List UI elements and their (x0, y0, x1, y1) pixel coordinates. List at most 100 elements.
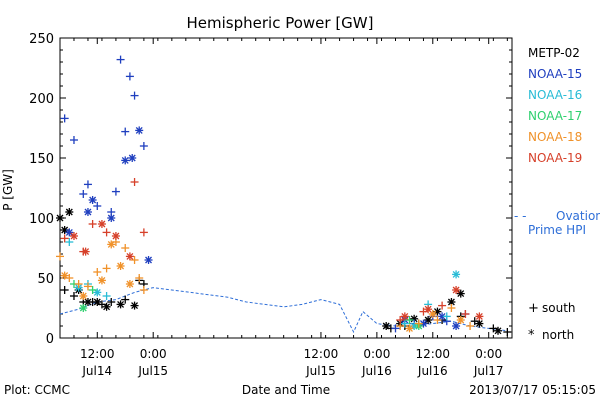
south-marker (139, 142, 148, 150)
marker-stroke (79, 304, 87, 312)
south-marker (60, 114, 69, 123)
ovation-line (59, 287, 508, 334)
south-marker (121, 127, 130, 136)
south-marker (102, 292, 111, 300)
south-marker (60, 286, 69, 294)
south-marker (60, 234, 69, 243)
south-marker (130, 91, 139, 100)
marker-stroke (117, 300, 125, 308)
x-tick-label-date: Jul16 (417, 364, 448, 378)
south-marker (139, 286, 148, 294)
marker-stroke (438, 312, 446, 320)
chart-title: Hemispheric Power [GW] (187, 14, 374, 32)
marker-stroke (447, 298, 455, 306)
marker-stroke (410, 315, 418, 323)
south-marker (400, 319, 409, 328)
south-marker (88, 220, 97, 228)
north-marker (405, 324, 414, 333)
south-marker (83, 180, 92, 189)
legend-marker-symbol: * (528, 328, 535, 343)
y-axis-label: P [GW] (1, 169, 15, 211)
south-marker (461, 310, 470, 318)
north-marker (116, 262, 125, 270)
ovation-series (59, 287, 508, 334)
north-marker (125, 280, 134, 288)
north-marker (452, 286, 461, 294)
south-marker (65, 238, 74, 246)
legend-entry: NOAA-18 (528, 130, 582, 144)
plot-frame (59, 37, 513, 339)
marker-stroke (382, 322, 390, 330)
north-marker (60, 271, 69, 280)
north-marker (97, 276, 106, 285)
marker-stroke (107, 214, 115, 222)
south-marker (442, 312, 451, 321)
legend-ovation-line2: Prime HPI (528, 223, 586, 237)
marker-stroke (475, 320, 483, 328)
north-marker (400, 312, 409, 321)
marker-stroke (82, 248, 90, 256)
marker-stroke (117, 262, 125, 270)
data-markers (56, 55, 512, 336)
north-marker (97, 220, 106, 228)
south-marker (111, 187, 120, 196)
marker-stroke (65, 228, 73, 236)
x-tick-label-date: Jul14 (81, 364, 112, 378)
x-tick-label-time: 0:00 (363, 347, 390, 361)
south-marker (107, 298, 116, 306)
south-marker (130, 178, 139, 186)
marker-stroke (457, 290, 465, 298)
south-marker (396, 316, 405, 324)
x-tick-label-date: Jul15 (137, 364, 168, 378)
north-marker (102, 302, 111, 311)
marker-stroke (401, 312, 409, 320)
south-marker (447, 304, 456, 312)
north-marker (79, 292, 88, 300)
north-marker (107, 240, 116, 249)
legend-entry: NOAA-16 (528, 88, 582, 102)
south-marker (125, 72, 134, 81)
marker-stroke (494, 327, 502, 335)
north-marker (424, 305, 433, 314)
legend-ovation-symbol: - - (514, 209, 526, 223)
north-marker (452, 322, 461, 330)
legend-entry: METP-02 (528, 46, 580, 60)
marker-stroke (61, 226, 69, 234)
north-marker (79, 304, 88, 312)
x-axis: 12:00 Jul14 0:00 Jul15 12:00 Jul15 0:00 Jul16 12… (59, 38, 508, 378)
marker-stroke (457, 316, 465, 324)
legend-marker-label: north (542, 328, 574, 342)
north-marker (475, 312, 484, 321)
north-marker (144, 256, 153, 264)
north-marker (382, 322, 391, 330)
north-marker (456, 316, 465, 324)
marker-stroke (61, 272, 69, 280)
x-tick-label-date: Jul17 (473, 364, 504, 378)
x-tick-label-time: 0:00 (140, 347, 167, 361)
x-tick-label-time: 12:00 (415, 347, 450, 361)
marker-stroke (475, 312, 483, 320)
marker-stroke (79, 292, 87, 300)
north-marker (83, 208, 92, 216)
marker-stroke (98, 276, 106, 284)
north-marker (65, 228, 74, 237)
marker-stroke (93, 288, 101, 296)
marker-stroke (107, 240, 115, 248)
footer-plot-credit: Plot: CCMC (4, 383, 70, 397)
north-marker (116, 300, 125, 309)
marker-stroke (128, 154, 136, 162)
marker-stroke (131, 302, 139, 310)
north-marker (69, 232, 78, 240)
south-marker (414, 319, 423, 328)
south-marker (88, 286, 97, 294)
y-tick-label: 100 (29, 212, 54, 227)
marker-stroke (406, 324, 413, 332)
south-marker (83, 282, 92, 291)
y-tick-label: 150 (29, 152, 54, 167)
south-marker (503, 328, 512, 336)
marker-stroke (56, 214, 64, 222)
marker-stroke (98, 220, 106, 228)
marker-stroke (126, 252, 134, 260)
x-tick-label-date: Jul15 (305, 364, 336, 378)
